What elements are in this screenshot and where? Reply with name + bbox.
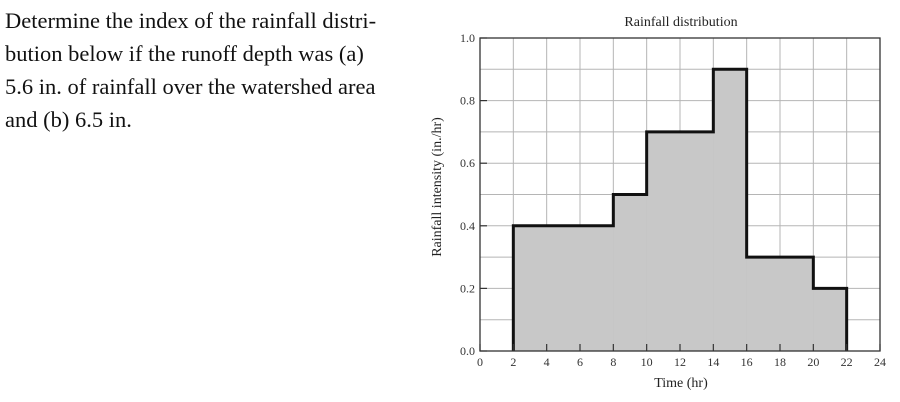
x-tick-label: 22: [841, 355, 853, 369]
x-tick-label: 24: [874, 355, 886, 369]
x-tick-label: 4: [544, 355, 550, 369]
x-tick-label: 14: [707, 355, 719, 369]
chart-title: Rainfall distribution: [624, 15, 737, 30]
rainfall-step-outline: [511, 67, 849, 351]
y-axis-title: Rainfall intensity (in./hr): [430, 117, 445, 257]
x-tick-label: 2: [510, 355, 516, 369]
problem-line-1: Determine the index of the rainfall dist…: [5, 8, 377, 33]
y-tick-label: 0.0: [460, 344, 475, 358]
x-tick-label: 20: [807, 355, 819, 369]
problem-line-4: and (b) 6.5 in.: [5, 107, 132, 132]
tick-labels: 0 2 4 6 8 10 12 14 16 18 20 22 240.00.20.40.60.81.0: [460, 31, 886, 369]
y-tick-label: 0.8: [460, 94, 475, 108]
x-tick-label: 10: [641, 355, 653, 369]
rainfall-step-4: [713, 69, 747, 352]
problem-line-3: 5.6 in. of rainfall over the watershed a…: [5, 74, 376, 99]
rainfall-step-3: [646, 131, 714, 351]
problem-line-2: bution below if the runoff depth was (a): [5, 41, 364, 66]
rainfall-step-6: [813, 288, 847, 351]
y-tick-label: 1.0: [460, 31, 475, 45]
problem-statement: Determine the index of the rainfall dist…: [5, 4, 425, 136]
x-tick-label: 8: [610, 355, 616, 369]
y-tick-label: 0.4: [460, 219, 475, 233]
y-tick-label: 0.6: [460, 156, 475, 170]
rainfall-step-5: [746, 257, 814, 351]
rainfall-step-2: [613, 194, 647, 351]
x-tick-label: 18: [774, 355, 786, 369]
x-tick-label: 12: [674, 355, 686, 369]
x-axis-title: Time (hr): [654, 376, 708, 391]
rainfall-step-1: [513, 225, 614, 351]
rainfall-steps: [511, 67, 849, 352]
x-tick-label: 6: [577, 355, 583, 369]
y-tick-label: 0.2: [460, 281, 475, 295]
axes: [479, 37, 881, 352]
x-tick-label: 0: [477, 355, 483, 369]
x-tick-label: 16: [741, 355, 753, 369]
